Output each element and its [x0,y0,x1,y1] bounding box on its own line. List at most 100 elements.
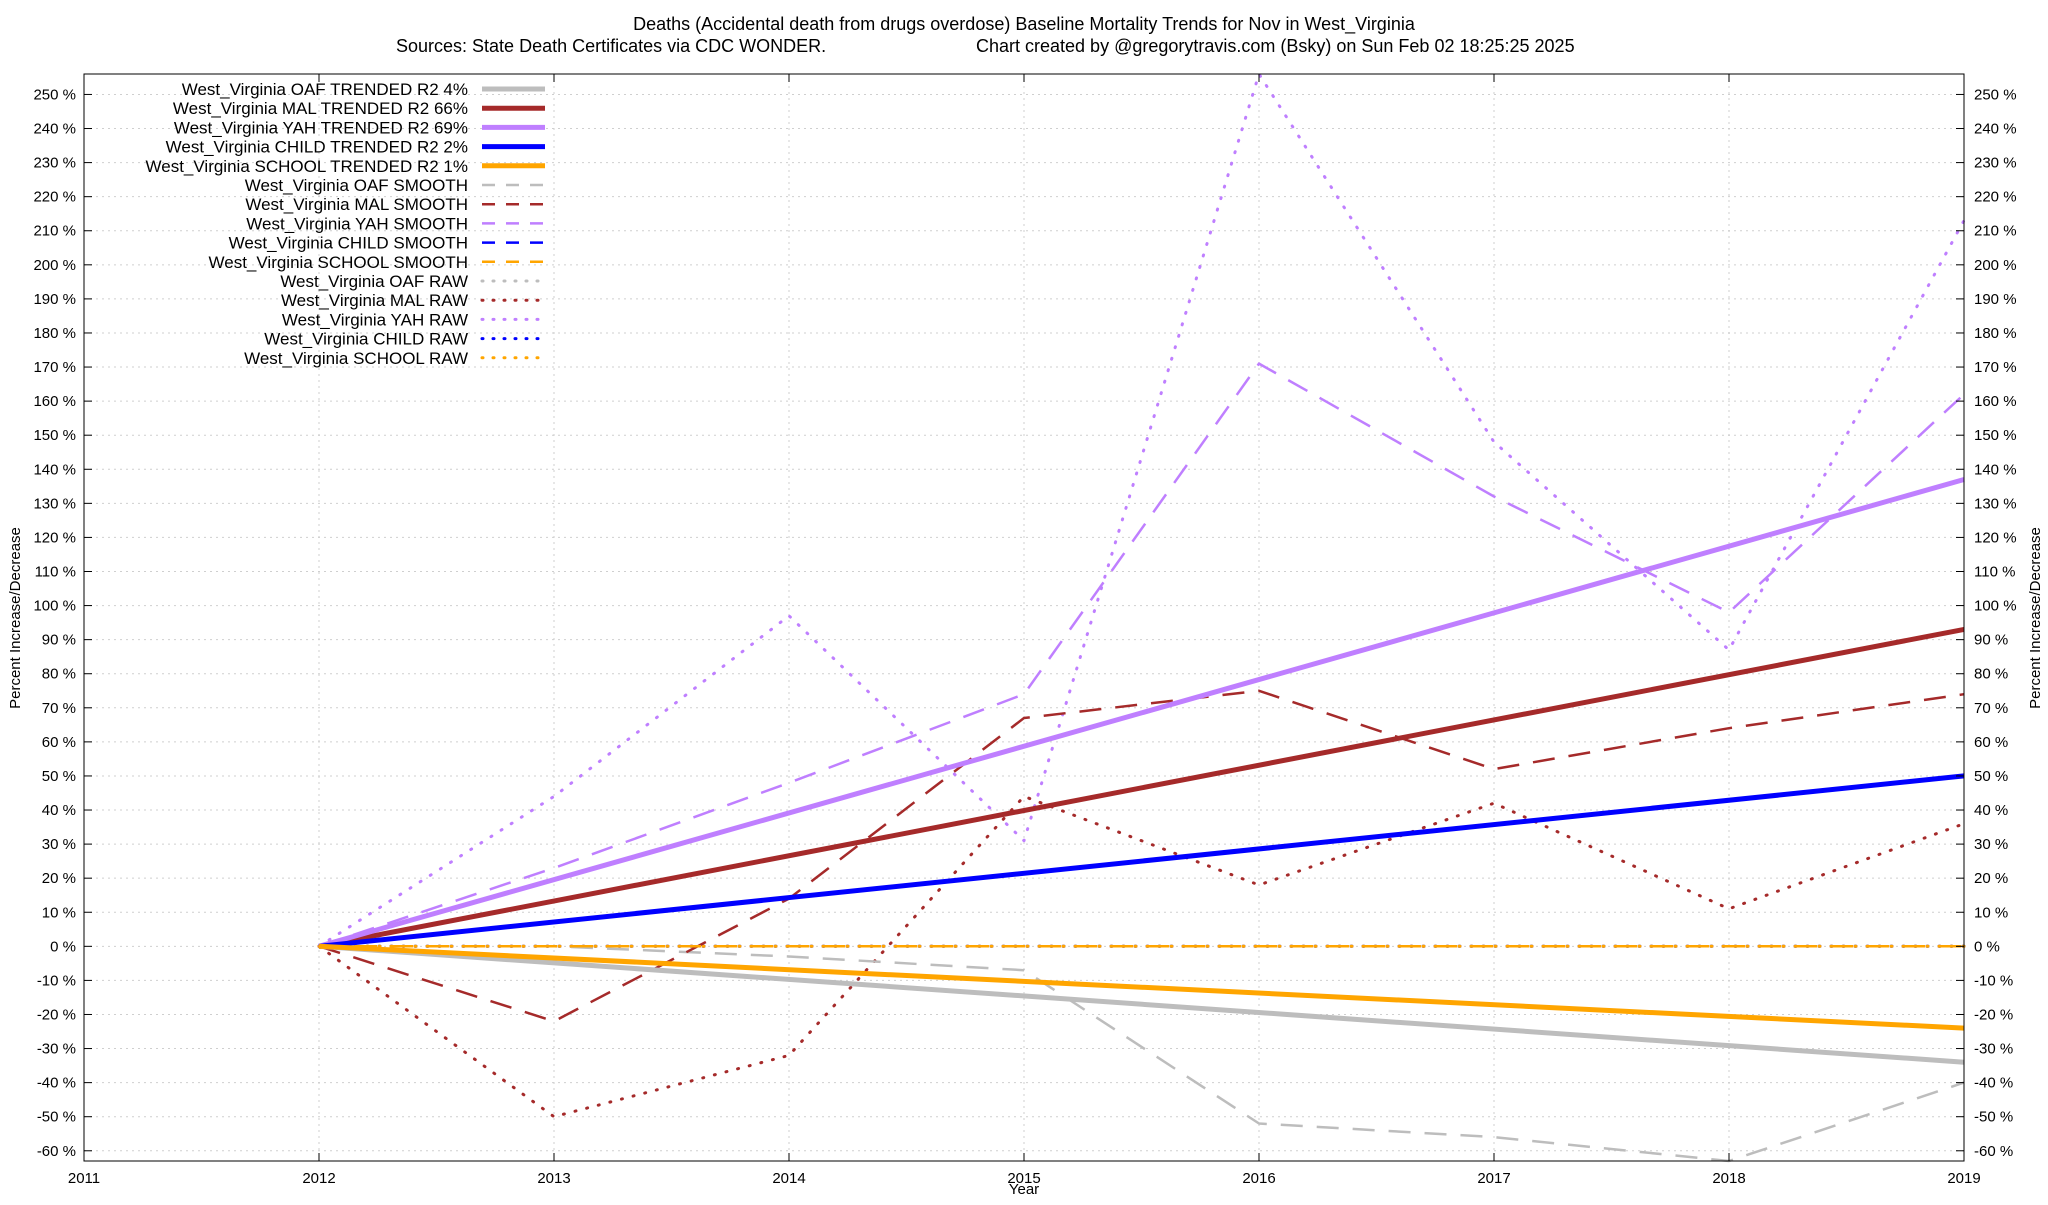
legend-label: West_Virginia MAL TRENDED R2 66% [173,99,468,118]
series-line-west-virginia-mal-trended-r2-66 [318,626,1965,949]
y-tick-label-right: -60 % [1974,1143,2013,1160]
series-line-west-virginia-oaf-smooth [319,945,1965,1163]
legend-label: West_Virginia MAL RAW [281,291,468,310]
y-tick-label-left: 110 % [35,563,76,580]
series-layer [317,72,1966,1163]
y-tick-label-left: 10 % [42,904,76,921]
y-tick-label-right: 80 % [1974,666,2008,683]
y-tick-label-left: -40 % [37,1075,76,1092]
series-line-west-virginia-oaf-trended-r2-4 [318,943,1965,1065]
legend-label: West_Virginia YAH TRENDED R2 69% [174,118,468,137]
y-tick-label-right: -50 % [1974,1109,2013,1126]
y-tick-label-left: -20 % [37,1006,76,1023]
y-tick-label-right: 200 % [1974,257,2017,274]
y-tick-label-left: 100 % [33,598,76,615]
y-tick-label-left: 170 % [33,359,76,376]
legend: West_Virginia OAF TRENDED R2 4%West_Virg… [146,80,547,368]
legend-label: West_Virginia SCHOOL TRENDED R2 1% [146,157,468,176]
series-line-west-virginia-mal-raw [317,794,1966,1119]
legend-label: West_Virginia SCHOOL RAW [244,349,468,368]
y-tick-label-left: 240 % [33,121,76,138]
y-tick-label-left: 90 % [42,632,76,649]
y-axis-label-right: Percent Increase/Decrease [2027,527,2044,709]
y-tick-label-right: 0 % [1974,938,2000,955]
legend-label: West_Virginia OAF SMOOTH [245,176,468,195]
y-tick-label-left: 120 % [33,529,76,546]
y-tick-label-left: 30 % [42,836,76,853]
y-tick-label-right: 100 % [1974,598,2017,615]
y-tick-label-right: 250 % [1974,86,2017,103]
y-tick-label-left: 210 % [33,223,76,240]
x-tick-label: 2019 [1947,1170,1980,1187]
y-tick-label-right: 150 % [1974,427,2017,444]
grid-layer [84,74,1964,1161]
legend-label: West_Virginia YAH SMOOTH [246,214,468,233]
y-tick-label-right: 140 % [1974,461,2017,478]
legend-label: West_Virginia CHILD TRENDED R2 2% [166,138,468,157]
legend-label: West_Virginia SCHOOL SMOOTH [209,253,468,272]
legend-label: West_Virginia YAH RAW [282,310,468,329]
y-axis-label-left: Percent Increase/Decrease [7,527,24,709]
y-tick-label-right: -10 % [1974,972,2013,989]
y-tick-label-right: 70 % [1974,700,2008,717]
y-tick-label-left: 140 % [33,461,76,478]
x-tick-label: 2013 [537,1170,570,1187]
x-axis-label: Year [1009,1181,1039,1198]
legend-label: West_Virginia CHILD RAW [264,330,468,349]
series-line-west-virginia-mal-smooth [318,689,1965,1023]
y-tick-label-right: -20 % [1974,1006,2013,1023]
series-line-west-virginia-yah-smooth [318,362,1965,948]
y-tick-label-left: 230 % [33,155,76,172]
y-tick-label-right: 30 % [1974,836,2008,853]
y-tick-label-left: 70 % [42,700,76,717]
chart-credit-note: Chart created by @gregorytravis.com (Bsk… [976,36,1575,56]
y-tick-label-right: 60 % [1974,734,2008,751]
series-line-west-virginia-child-trended-r2-2 [318,773,1965,949]
y-tick-label-right: 20 % [1974,870,2008,887]
y-tick-label-right: 190 % [1974,291,2017,308]
legend-label: West_Virginia CHILD SMOOTH [229,234,468,253]
y-tick-label-right: 240 % [1974,121,2017,138]
series-line-west-virginia-yah-trended-r2-69 [318,477,1965,949]
y-tick-label-left: 250 % [33,86,76,103]
y-tick-label-left: 200 % [33,257,76,274]
y-tick-label-left: 60 % [42,734,76,751]
y-tick-label-right: 50 % [1974,768,2008,785]
y-tick-label-right: 180 % [1974,325,2017,342]
y-tick-label-left: -30 % [37,1041,76,1058]
y-tick-label-right: 110 % [1974,563,2015,580]
y-tick-label-right: -40 % [1974,1075,2013,1092]
x-tick-label: 2016 [1242,1170,1275,1187]
y-tick-label-left: 20 % [42,870,76,887]
y-tick-label-left: -10 % [37,972,76,989]
x-tick-label: 2011 [68,1170,100,1187]
y-tick-label-right: 90 % [1974,632,2008,649]
series-line-west-virginia-school-trended-r2-1 [318,943,1965,1031]
y-tick-label-left: 150 % [33,427,76,444]
y-tick-label-left: 190 % [33,291,76,308]
y-tick-label-right: 160 % [1974,393,2017,410]
legend-label: West_Virginia OAF RAW [280,272,468,291]
y-tick-label-left: 0 % [50,938,76,955]
y-tick-label-left: 220 % [33,189,76,206]
series-line-west-virginia-yah-raw [317,72,1966,948]
x-tick-label: 2017 [1477,1170,1510,1187]
y-tick-label-right: 10 % [1974,904,2008,921]
y-tick-label-left: 50 % [42,768,76,785]
y-tick-label-right: 120 % [1974,529,2017,546]
y-tick-label-right: 40 % [1974,802,2008,819]
x-tick-label: 2014 [772,1170,805,1187]
ticks-layer: 2011 2012 2013 2014 2015 2016 2017 2018 2019 -60 … [33,74,2017,1187]
chart-title: Deaths (Accidental death from drugs over… [633,14,1416,35]
y-tick-label-right: -30 % [1974,1041,2013,1058]
y-tick-label-right: 130 % [1974,495,2017,512]
y-tick-label-left: 130 % [33,495,76,512]
x-tick-label: 2012 [302,1170,335,1187]
y-tick-label-right: 220 % [1974,189,2017,206]
y-tick-label-left: 80 % [42,666,76,683]
y-tick-label-right: 210 % [1974,223,2017,240]
y-tick-label-left: 180 % [33,325,76,342]
y-tick-label-left: -60 % [37,1143,76,1160]
